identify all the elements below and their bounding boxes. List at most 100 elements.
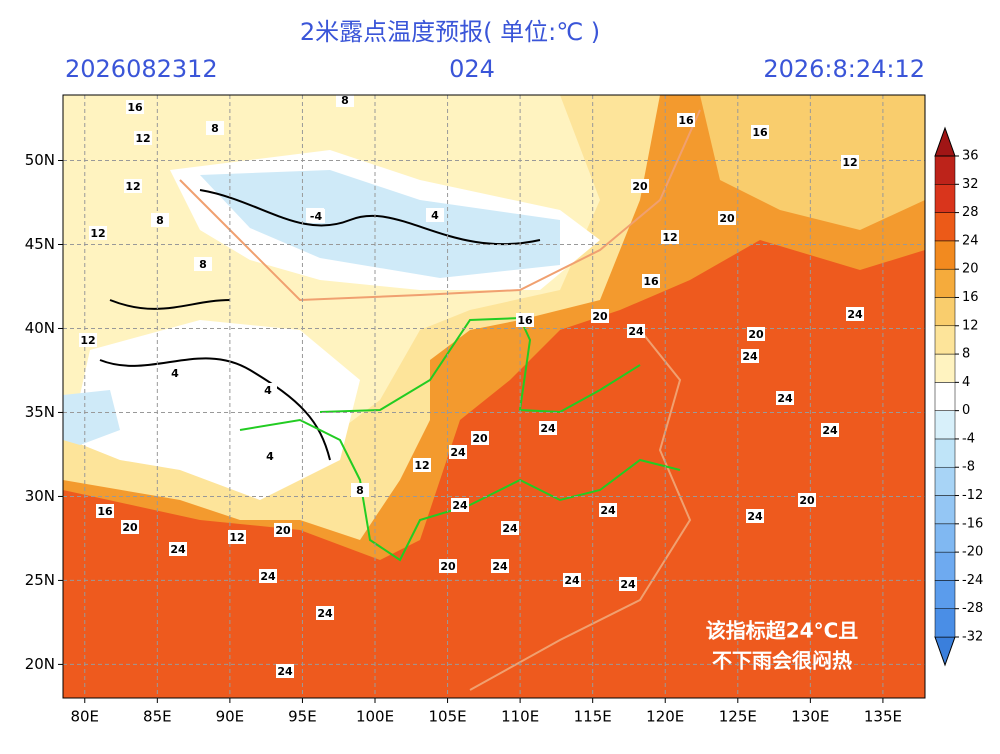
colorbar-segment xyxy=(934,240,956,270)
y-tick-label: 35N xyxy=(25,403,55,421)
contour-label-bg xyxy=(451,498,469,512)
x-tick-label: 120E xyxy=(646,708,684,726)
contour-label: 24 xyxy=(620,578,636,591)
contour-label-bg xyxy=(274,523,292,537)
contour-label-bg xyxy=(336,95,354,107)
contour-label: 20 xyxy=(275,524,291,537)
contour-label: 16 xyxy=(517,314,533,327)
contour-label: 24 xyxy=(277,665,293,678)
contour-label-bg xyxy=(96,504,114,518)
contour-label: 24 xyxy=(317,607,333,620)
contour-label: 12 xyxy=(80,334,95,347)
contour-label-bg xyxy=(351,483,369,497)
map-field: 16 12 12 8 8 4 -4 4 8 8 12 16 12 16 20 12 24 20 24 24 24 20 12… xyxy=(63,95,925,698)
contour-label-bg xyxy=(259,383,277,397)
colorbar-segment xyxy=(934,325,956,355)
contour-label: 16 xyxy=(678,114,694,127)
contour-label: 8 xyxy=(156,214,164,227)
colorbar-label: -8 xyxy=(962,460,975,475)
contour-label: 20 xyxy=(472,432,488,445)
contour-label: 24 xyxy=(450,446,466,459)
contour-label-bg xyxy=(194,257,212,271)
colorbar-segment xyxy=(934,297,956,327)
colorbar-label: 24 xyxy=(962,233,979,248)
contour-label: 24 xyxy=(742,350,758,363)
contour-label-bg xyxy=(228,530,246,544)
colorbar-arrow xyxy=(934,126,956,157)
contour-label-bg xyxy=(206,121,224,135)
x-tick-label: 105E xyxy=(429,708,467,726)
y-tick-label: 50N xyxy=(25,151,55,169)
colorbar-segment xyxy=(934,608,956,638)
colorbar-segment xyxy=(934,212,956,242)
contour-label: 24 xyxy=(847,308,863,321)
title: 2米露点温度预报( 单位:℃ ) xyxy=(300,18,600,46)
colorbar-segment xyxy=(934,410,956,440)
colorbar-segment xyxy=(934,184,956,213)
contour-label-bg xyxy=(169,542,187,556)
contour-label: 24 xyxy=(777,392,793,405)
contour-label: 12 xyxy=(125,180,140,193)
contour-label: 24 xyxy=(600,504,616,517)
contour-label-bg xyxy=(439,559,457,573)
colorbar-segment xyxy=(934,580,956,609)
contour-label-bg xyxy=(516,313,534,327)
y-tick-label: 30N xyxy=(25,487,55,505)
x-tick-label: 125E xyxy=(719,708,757,726)
contour-label-bg xyxy=(747,327,765,341)
y-tick-label: 20N xyxy=(25,655,55,673)
contour-label: -4 xyxy=(310,210,323,223)
contour-label-bg xyxy=(751,125,769,139)
contour-label: 24 xyxy=(260,570,276,583)
x-tick-label: 100E xyxy=(356,708,394,726)
contour-label: 24 xyxy=(502,522,518,535)
valid-time: 2026:8:24:12 xyxy=(763,55,925,83)
colorbar-label: 28 xyxy=(962,205,979,220)
colorbar-label: -20 xyxy=(962,545,983,560)
contour-label: 8 xyxy=(211,122,219,135)
contour-label: 8 xyxy=(356,484,364,497)
contour-label-bg xyxy=(821,423,839,437)
contour-label-bg xyxy=(631,179,649,193)
contour-label-bg xyxy=(661,230,679,244)
contour-label: 16 xyxy=(97,505,113,518)
contour-label: 16 xyxy=(752,126,768,139)
colorbar-label: 32 xyxy=(962,177,979,192)
contour-label-bg xyxy=(563,573,581,587)
contour-label: 20 xyxy=(122,521,138,534)
contour-label: 20 xyxy=(719,212,735,225)
contour-label: 24 xyxy=(747,510,763,523)
contour-label-bg xyxy=(741,349,759,363)
annotation-line: 该指标超24°C且 xyxy=(706,619,859,643)
contour-label-bg xyxy=(677,113,695,127)
contour-label-bg xyxy=(846,307,864,321)
contour-label: 20 xyxy=(440,560,456,573)
contour-label: 8 xyxy=(199,258,207,271)
contour-label-bg xyxy=(471,431,489,445)
contour-label: 24 xyxy=(540,422,556,435)
contour-label: 24 xyxy=(822,424,838,437)
colorbar-segment xyxy=(934,155,956,185)
contour-label-bg xyxy=(491,559,509,573)
annotation-line: 不下雨会很闷热 xyxy=(712,649,852,673)
contour-label: 12 xyxy=(90,227,105,240)
colorbar-label: 36 xyxy=(962,149,979,164)
x-tick-label: 115E xyxy=(574,708,612,726)
contour-label-bg xyxy=(776,391,794,405)
x-tick-label: 80E xyxy=(70,708,99,726)
contour-label-bg xyxy=(539,421,557,435)
colorbar-label: -24 xyxy=(962,573,983,588)
contour-label-bg xyxy=(121,520,139,534)
contour-label: 24 xyxy=(170,543,186,556)
colorbar-label: -12 xyxy=(962,488,983,503)
x-tick-label: 135E xyxy=(864,708,902,726)
contour-label-bg xyxy=(259,569,277,583)
colorbar-label: 0 xyxy=(962,403,970,418)
contour-label-bg xyxy=(307,209,325,223)
contour-label-bg xyxy=(413,458,431,472)
contour-label-bg xyxy=(798,493,816,507)
colorbar-label: -16 xyxy=(962,516,983,531)
colorbar-segment xyxy=(934,353,956,383)
contour-label: 24 xyxy=(492,560,508,573)
y-tick-label: 25N xyxy=(25,571,55,589)
